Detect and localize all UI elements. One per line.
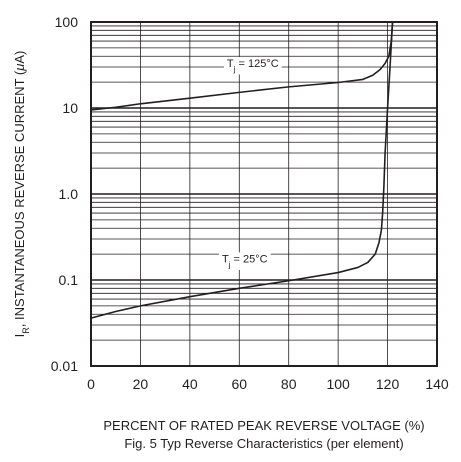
- x-axis-title: PERCENT OF RATED PEAK REVERSE VOLTAGE (%…: [103, 418, 424, 433]
- y-axis-title: IR, INSTANTANEOUS REVERSE CURRENT (μA): [12, 51, 31, 338]
- x-tick-label: 140: [425, 376, 449, 392]
- y-axis-title-prefix: I: [12, 334, 27, 338]
- series-label-1: Tj = 25°C: [222, 253, 268, 269]
- y-tick-label: 0.1: [59, 272, 79, 288]
- curve-labels: Tj = 125°C Tj = 25°C: [218, 56, 282, 270]
- plot-frame: [90, 21, 438, 367]
- series-line-1: [90, 21, 394, 319]
- series-line-0: [90, 21, 394, 111]
- y-tick-label: 100: [55, 14, 79, 30]
- curves: [90, 21, 394, 319]
- x-tick-label: 80: [281, 376, 297, 392]
- y-tick-label: 10: [62, 100, 78, 116]
- y-axis-title-suffix: , INSTANTANEOUS REVERSE CURRENT (: [12, 70, 27, 327]
- x-tick-label: 40: [182, 376, 198, 392]
- y-axis-title-mu: μ: [12, 64, 27, 72]
- x-tick-label: 100: [326, 376, 350, 392]
- tick-labels: 0.01 0.1 1.0 10 100 0 20 40 60 80 100 120 140: [51, 14, 449, 392]
- x-tick-label: 20: [133, 376, 149, 392]
- x-tick-label: 120: [376, 376, 400, 392]
- series-label-background: [223, 56, 282, 75]
- series-label-0: Tj = 125°C: [227, 58, 279, 74]
- x-tick-label: 60: [231, 376, 247, 392]
- y-axis-title-unit: A): [12, 51, 27, 64]
- x-tick-label: 0: [87, 376, 95, 392]
- y-tick-label: 0.01: [51, 358, 78, 374]
- figure-caption: Fig. 5 Typ Reverse Characteristics (per …: [124, 436, 403, 451]
- series-label-background: [218, 252, 271, 270]
- y-tick-label: 1.0: [59, 186, 79, 202]
- y-axis-title-subscript: R: [21, 327, 31, 334]
